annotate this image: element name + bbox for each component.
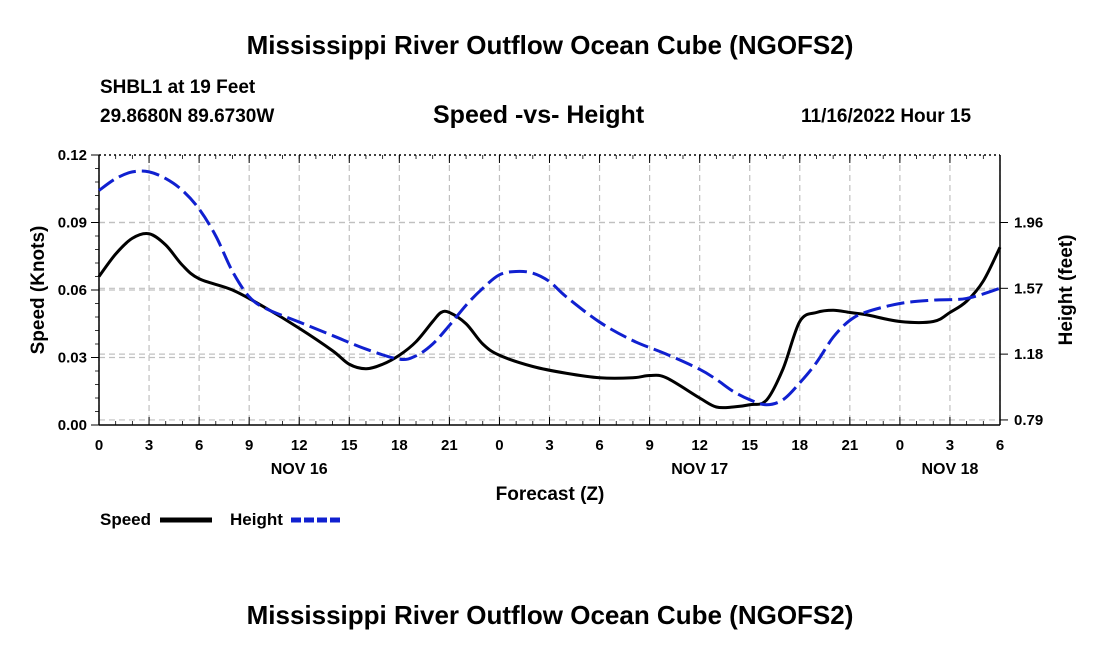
- x-tick-label: 6: [195, 437, 203, 454]
- x-tick-label: 21: [441, 437, 458, 454]
- y-right-tick-label: 0.79: [1014, 412, 1043, 429]
- y-axis-label-left: Speed (Knots): [28, 226, 49, 355]
- x-tick-label: 12: [291, 437, 308, 454]
- date-label: NOV 18: [921, 461, 978, 478]
- main-title: Mississippi River Outflow Ocean Cube (NG…: [246, 30, 854, 60]
- x-tick-label: 21: [841, 437, 858, 454]
- bottom-title: Mississippi River Outflow Ocean Cube (NG…: [246, 600, 854, 630]
- x-tick-label: 9: [245, 437, 253, 454]
- y-right-tick-label: 1.96: [1014, 215, 1043, 232]
- y-left-tick-label: 0.03: [58, 350, 87, 367]
- x-tick-label: 12: [691, 437, 708, 454]
- x-tick-label: 0: [95, 437, 103, 454]
- station-name: SHBL1 at 19 Feet: [100, 77, 256, 98]
- date-label: NOV 17: [671, 461, 728, 478]
- x-tick-label: 9: [645, 437, 653, 454]
- chart-svg: 0 3 6 9 12 15 18 21 0 3 6 9 12 15 18 21 0 3 6 NOV 16 NOV 17 N…: [28, 147, 1077, 529]
- y-right-tick-label: 1.57: [1014, 280, 1043, 297]
- legend: Speed Height: [100, 510, 343, 529]
- forecast-datetime: 11/16/2022 Hour 15: [801, 106, 972, 127]
- series-line-height: [98, 169, 1001, 407]
- y-axis-label-right: Height (feet): [1056, 235, 1077, 346]
- y-right-tick-label: 1.18: [1014, 346, 1043, 363]
- x-tick-label: 0: [495, 437, 503, 454]
- x-tick-label: 0: [896, 437, 904, 454]
- x-tick-label: 3: [145, 437, 153, 454]
- x-tick-label: 6: [595, 437, 603, 454]
- series-layer: [97, 169, 1002, 410]
- legend-label-speed: Speed: [100, 510, 151, 529]
- x-tick-label: 6: [996, 437, 1004, 454]
- date-label: NOV 16: [271, 461, 328, 478]
- y-left-tick-label: 0.00: [58, 417, 87, 434]
- y-left-tick-label: 0.09: [58, 215, 87, 232]
- x-tick-label: 18: [391, 437, 408, 454]
- y-left-tick-label: 0.12: [58, 147, 87, 164]
- x-tick-label: 3: [946, 437, 954, 454]
- labels-layer: 0 3 6 9 12 15 18 21 0 3 6 9 12 15 18 21 0 3 6 NOV 16 NOV 17 N…: [58, 147, 1043, 478]
- axes-layer: [91, 154, 1008, 426]
- chart-title: Speed -vs- Height: [433, 101, 645, 129]
- x-tick-label: 15: [341, 437, 358, 454]
- y-left-tick-label: 0.06: [58, 282, 87, 299]
- x-tick-label: 3: [545, 437, 553, 454]
- legend-label-height: Height: [230, 510, 283, 529]
- series-line-speed: [97, 231, 1002, 410]
- station-coordinates: 29.8680N 89.6730W: [100, 106, 275, 127]
- x-axis-label: Forecast (Z): [496, 484, 605, 505]
- x-tick-label: 18: [791, 437, 808, 454]
- x-tick-label: 15: [741, 437, 758, 454]
